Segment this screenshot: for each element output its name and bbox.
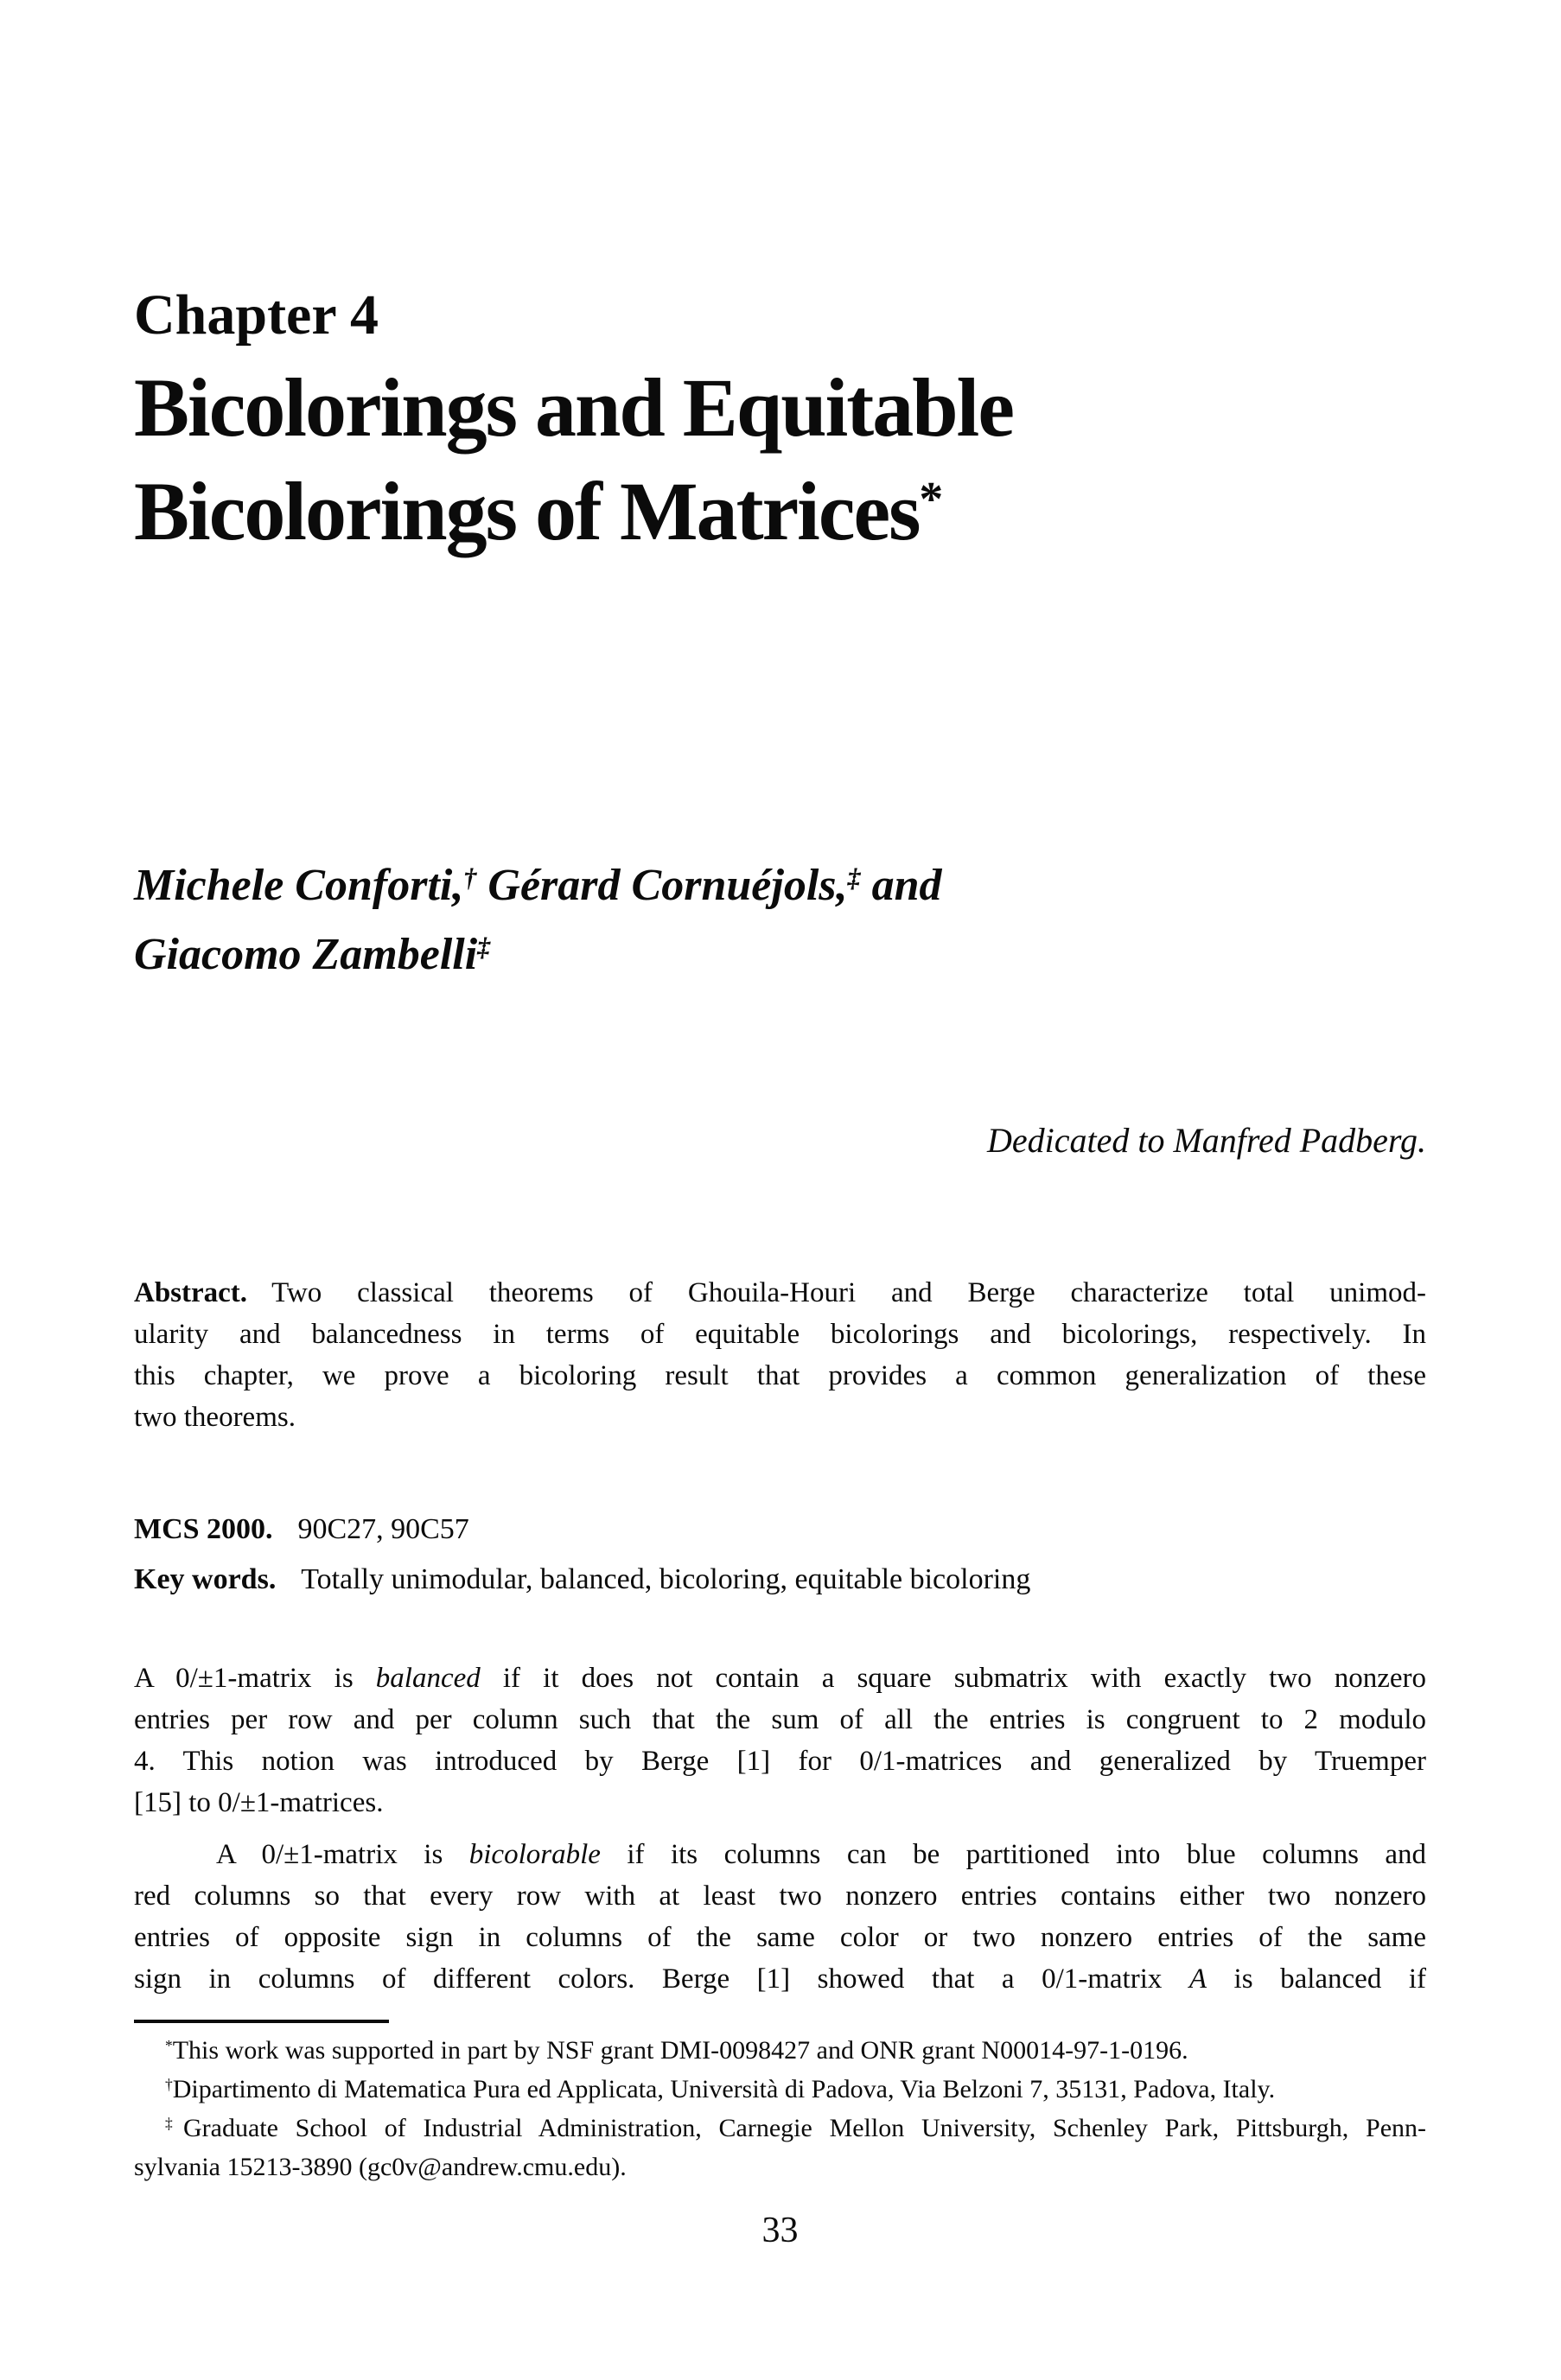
text-line: sylvania 15213-3890 (gc0v@andrew.cmu.edu… [134,2149,1426,2186]
text-line: red columns so that every row with at le… [134,1875,1426,1917]
text-line: this chapter, we prove a bicoloring resu… [134,1355,1426,1397]
abstract-block: Abstract. Two classical theorems of Ghoui… [134,1272,1426,1438]
body-paragraph-1: A 0/±1-matrix is balanced if it does not… [134,1658,1426,1823]
footnotes-block: *This work was supported in part by NSF … [134,2033,1426,2186]
text-line: 4. This notion was introduced by Berge [… [134,1740,1426,1782]
text-segment: entries of opposite sign in columns of t… [134,1922,1426,1953]
text-segment: Michele Conforti, [134,861,464,910]
text-segment: sign in columns of different colors. Ber… [134,1963,1189,1995]
text-segment: ‡ [847,862,861,893]
chapter-label: Chapter 4 [134,283,379,347]
text-line: MCS 2000. 90C27, 90C57 [134,1509,1426,1550]
text-segment: Abstract. [134,1277,248,1308]
text-line: *This work was supported in part by NSF … [134,2033,1426,2071]
text-line: ularity and balancedness in terms of equ… [134,1314,1426,1355]
text-segment: this chapter, we prove a bicoloring resu… [134,1360,1426,1391]
text-segment: MCS 2000. [134,1513,273,1545]
text-segment: * [165,2037,173,2055]
body-paragraph-2: A 0/±1-matrix is bicolorable if its colu… [134,1834,1426,2000]
text-line: two theorems. [134,1397,1426,1438]
text-line: Bicolorings of Matrices* [134,460,1426,576]
text-segment: 4. This notion was introduced by Berge [… [134,1746,1426,1777]
text-segment: Gérard Cornuéjols, [476,861,848,910]
text-segment: [15] to 0/±1-matrices. [134,1787,384,1818]
text-segment: entries per row and per column such that… [134,1704,1426,1735]
text-segment: Bicolorings and Equitable [134,361,1015,454]
text-segment: is balanced if [1207,1963,1426,1995]
text-segment: two theorems. [134,1402,296,1433]
text-segment: † [165,2076,173,2094]
text-segment: Giacomo Zambelli [134,930,478,979]
text-line: sign in columns of different colors. Ber… [134,1958,1426,2000]
text-line: A 0/±1-matrix is bicolorable if its colu… [134,1834,1426,1875]
text-segment: ularity and balancedness in terms of equ… [134,1319,1426,1350]
chapter-title: Bicolorings and Equitable Bicolorings of … [134,356,1426,576]
text-line: entries of opposite sign in columns of t… [134,1917,1426,1958]
text-segment: This work was supported in part by NSF g… [172,2036,1188,2065]
text-segment: and [860,861,942,910]
text-line: Giacomo Zambelli‡ [134,923,1426,992]
text-segment: A 0/±1-matrix is [216,1839,469,1870]
text-segment: Totally unimodular, balanced, bicoloring… [301,1563,1031,1595]
text-line: †Dipartimento di Matematica Pura ed Appl… [134,2071,1426,2110]
text-line: A 0/±1-matrix is balanced if it does not… [134,1658,1426,1699]
content-column: Chapter 4 Bicolorings and Equitable Bicol… [134,0,1426,2380]
text-segment: if its columns can be partitioned into b… [600,1839,1427,1870]
text-segment: balanced [375,1663,481,1694]
dedication-text: Dedicated to Manfred Padberg. [986,1121,1426,1160]
text-line: Bicolorings and Equitable [134,356,1426,460]
text-line: [15] to 0/±1-matrices. [134,1782,1426,1823]
text-segment: * [919,473,944,527]
text-line: Key words. Totally unimodular, balanced, … [134,1559,1426,1600]
text-segment: if it does not contain a square submatri… [480,1663,1426,1694]
text-segment: ‡ [477,932,491,962]
text-segment: 90C27, 90C57 [297,1513,469,1545]
text-segment: Dipartimento di Matematica Pura ed Appli… [172,2075,1276,2103]
text-segment: Two classical theorems of Ghouila-Houri … [271,1277,1426,1308]
keywords-line: Key words. Totally unimodular, balanced, … [134,1559,1426,1600]
text-line: Abstract. Two classical theorems of Ghoui… [134,1272,1426,1314]
authors-block: Michele Conforti,† Gérard Cornuéjols,‡ a… [134,854,1426,992]
footnote-divider-rule [134,2020,389,2023]
text-segment: Graduate School of Industrial Administra… [182,2114,1427,2142]
mcs-classification-line: MCS 2000. 90C27, 90C57 [134,1509,1426,1550]
text-line: ‡Graduate School of Industrial Administr… [134,2110,1426,2149]
text-segment: Bicolorings of Matrices [134,465,921,557]
text-segment: red columns so that every row with at le… [134,1880,1426,1912]
page-number: 33 [761,2211,799,2250]
text-segment: ‡ [165,2115,183,2133]
text-segment: bicolorable [468,1839,601,1870]
text-segment: Key words. [134,1563,277,1595]
text-segment: † [463,862,477,893]
text-line: entries per row and per column such that… [134,1699,1426,1740]
text-line: Michele Conforti,† Gérard Cornuéjols,‡ a… [134,854,1426,923]
text-segment: sylvania 15213-3890 (gc0v@andrew.cmu.edu… [134,2153,627,2181]
text-segment: A [1188,1963,1207,1995]
text-segment: A 0/±1-matrix is [134,1663,376,1694]
